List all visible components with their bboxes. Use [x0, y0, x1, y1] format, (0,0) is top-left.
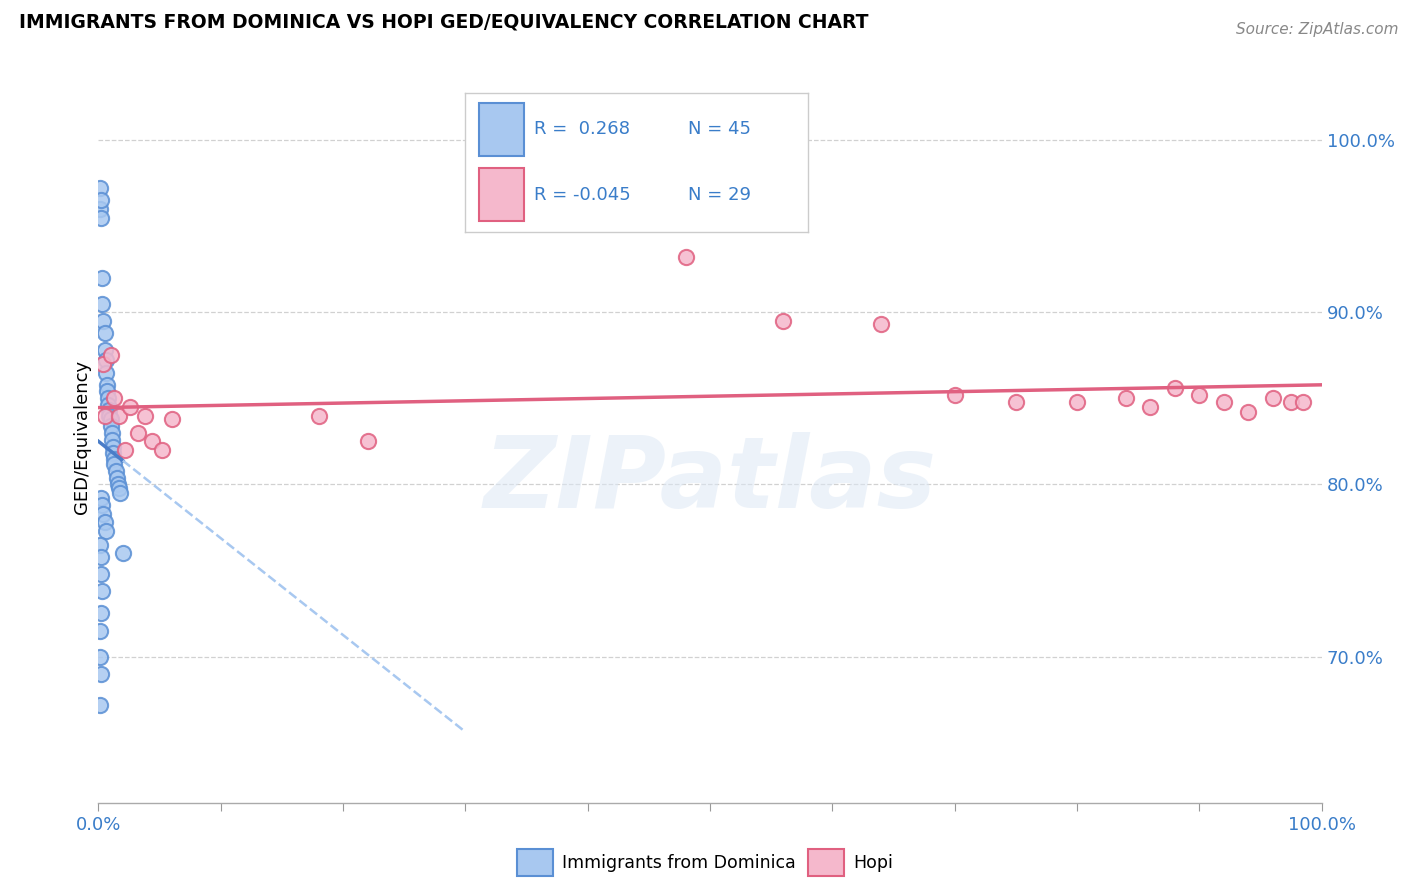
Text: ZIPatlas: ZIPatlas — [484, 433, 936, 530]
Point — [141, 434, 163, 449]
Point — [772, 314, 794, 328]
Point — [90, 194, 112, 208]
Text: R = -0.045: R = -0.045 — [534, 186, 631, 203]
Point — [1261, 392, 1284, 406]
Text: N = 29: N = 29 — [688, 186, 751, 203]
Point — [675, 250, 697, 264]
Point — [127, 425, 149, 440]
Point — [89, 181, 111, 195]
Text: Source: ZipAtlas.com: Source: ZipAtlas.com — [1236, 22, 1399, 37]
Point — [90, 491, 112, 505]
Point — [96, 377, 118, 392]
Point — [96, 384, 118, 399]
Point — [94, 353, 117, 368]
Point — [1004, 394, 1026, 409]
Point — [91, 314, 114, 328]
Point — [1139, 400, 1161, 414]
Point — [108, 409, 131, 423]
Point — [107, 477, 129, 491]
Point — [90, 666, 112, 681]
Point — [943, 388, 966, 402]
Point — [91, 498, 114, 512]
Point — [308, 409, 330, 423]
Point — [105, 470, 128, 484]
Point — [91, 507, 114, 521]
Point — [134, 409, 156, 423]
Text: N = 45: N = 45 — [688, 120, 751, 138]
Point — [108, 481, 131, 495]
Point — [1212, 394, 1234, 409]
Point — [1279, 394, 1302, 409]
Point — [93, 409, 115, 423]
Point — [97, 392, 120, 406]
Point — [91, 584, 114, 599]
Point — [356, 434, 378, 449]
Point — [98, 403, 121, 417]
Point — [98, 409, 121, 423]
Point — [120, 400, 142, 414]
Point — [1164, 381, 1187, 395]
Point — [90, 211, 112, 225]
Point — [93, 516, 115, 530]
Point — [91, 271, 114, 285]
Point — [103, 392, 125, 406]
Point — [1066, 394, 1088, 409]
Point — [111, 546, 134, 560]
Point — [101, 446, 124, 460]
Y-axis label: GED/Equivalency: GED/Equivalency — [73, 360, 91, 514]
Point — [89, 649, 111, 664]
Point — [104, 464, 127, 478]
Point — [1188, 388, 1211, 402]
Bar — [479, 103, 523, 156]
Point — [93, 326, 115, 340]
Point — [101, 433, 124, 447]
Point — [870, 318, 893, 332]
Point — [90, 549, 112, 564]
Point — [100, 412, 122, 426]
Point — [91, 296, 114, 310]
Point — [150, 442, 173, 457]
Point — [94, 524, 117, 538]
Point — [114, 442, 136, 457]
Point — [103, 457, 125, 471]
Point — [89, 698, 111, 712]
Point — [101, 425, 124, 440]
Point — [94, 366, 117, 380]
Point — [1292, 394, 1315, 409]
Bar — [479, 169, 523, 221]
Point — [90, 607, 112, 621]
Point — [89, 624, 111, 638]
Point — [160, 412, 183, 426]
Point — [1237, 405, 1260, 419]
Point — [110, 486, 132, 500]
Point — [1115, 392, 1137, 406]
Point — [93, 343, 115, 358]
Text: Immigrants from Dominica: Immigrants from Dominica — [562, 854, 796, 871]
Point — [100, 348, 122, 362]
Point — [100, 418, 122, 433]
Text: R =  0.268: R = 0.268 — [534, 120, 630, 138]
Point — [89, 538, 111, 552]
Point — [97, 398, 120, 412]
Point — [103, 451, 125, 466]
Point — [91, 357, 114, 371]
Text: Hopi: Hopi — [853, 854, 893, 871]
Point — [89, 202, 111, 216]
Point — [101, 440, 124, 454]
Text: IMMIGRANTS FROM DOMINICA VS HOPI GED/EQUIVALENCY CORRELATION CHART: IMMIGRANTS FROM DOMINICA VS HOPI GED/EQU… — [18, 12, 869, 31]
Point — [90, 566, 112, 581]
